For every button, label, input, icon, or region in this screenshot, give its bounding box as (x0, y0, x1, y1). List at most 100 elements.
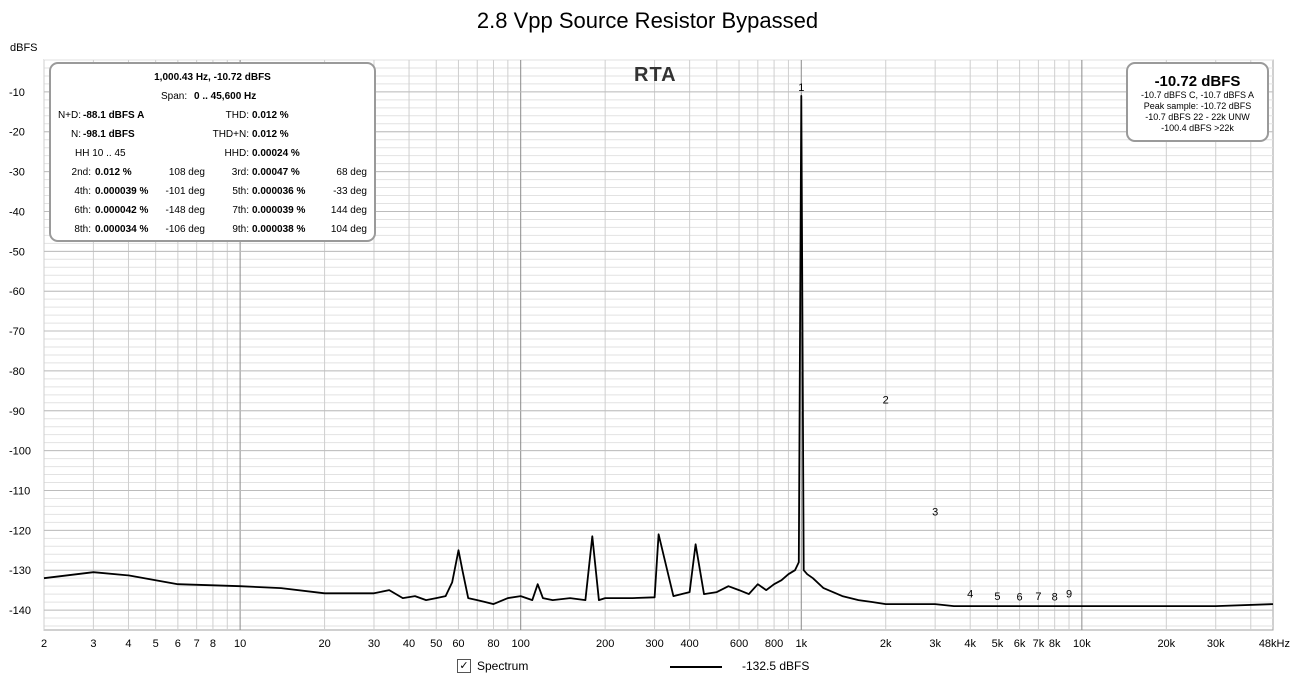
harmonic-phase: 108 deg (168, 167, 205, 178)
x-tick-label: 600 (730, 638, 748, 650)
y-tick-label: -130 (9, 565, 31, 577)
y-tick-label: -110 (9, 485, 30, 497)
x-tick-labels: 2 3 4 5 6 7 8 10 20 30 40 50 60 80 100 200 300 400 600 800 1… (41, 638, 1290, 650)
y-tick-label: -30 (9, 167, 25, 179)
nd-value: -88.1 dBFS A (83, 110, 145, 121)
chart-title: 2.8 Vpp Source Resistor Bypassed (476, 8, 819, 33)
x-tick-label: 100 (512, 638, 530, 650)
span-value: 0 .. 45,600 Hz (194, 91, 257, 102)
harmonic-value: 0.000036 % (252, 186, 306, 197)
x-tick-label: 5k (992, 638, 1004, 650)
harmonic-value: 0.000039 % (252, 205, 306, 216)
x-tick-label: 6 (175, 638, 181, 650)
harmonic-label: 6th: (74, 205, 91, 216)
y-tick-label: -60 (9, 286, 25, 298)
y-tick-label: -90 (9, 406, 25, 418)
x-tick-label: 8 (210, 638, 216, 650)
x-tick-label: 80 (487, 638, 499, 650)
harmonic-value: 0.000038 % (252, 224, 306, 235)
harmonic-phase: 104 deg (330, 224, 367, 235)
x-tick-label: 20 (318, 638, 330, 650)
harmonic-label: 8th: (74, 224, 91, 235)
x-tick-label: 50 (430, 638, 442, 650)
y-tick-label: -100 (9, 446, 31, 458)
x-tick-label: 2 (41, 638, 47, 650)
peak-label: 3 (932, 507, 938, 519)
x-tick-label: 48kHz (1259, 638, 1290, 650)
hhd-label: HHD: (224, 148, 249, 159)
legend-series-label[interactable]: Spectrum (477, 659, 529, 673)
legend-level-value: -132.5 dBFS (742, 659, 810, 673)
hhd-value: 0.00024 % (252, 148, 300, 159)
thdn-value: 0.012 % (252, 129, 289, 140)
x-tick-label: 5 (153, 638, 159, 650)
harmonic-value: 0.000034 % (95, 224, 149, 235)
span-label: Span: (161, 91, 188, 102)
x-tick-label: 1k (795, 638, 807, 650)
x-tick-label: 30 (368, 638, 380, 650)
harmonic-value: 0.00047 % (252, 167, 300, 178)
x-tick-label: 7k (1033, 638, 1045, 650)
level-main: -10.72 dBFS (1154, 73, 1241, 90)
spectrum-series-line (43, 95, 1274, 607)
y-tick-label: -10 (9, 87, 25, 99)
n-label: N: (71, 129, 81, 140)
x-tick-label: 800 (765, 638, 783, 650)
harmonic-label: 9th: (232, 224, 249, 235)
level-panel[interactable]: -10.72 dBFS -10.7 dBFS C, -10.7 dBFS A P… (1126, 62, 1269, 142)
x-tick-label: 10 (234, 638, 246, 650)
thdn-label: THD+N: (212, 129, 249, 140)
n-value: -98.1 dBFS (83, 129, 135, 140)
harmonic-label: 5th: (232, 186, 249, 197)
peak-label: 5 (994, 591, 1000, 603)
level-line-1: -10.7 dBFS C, -10.7 dBFS A (1140, 90, 1255, 100)
y-tick-label: -120 (9, 525, 31, 537)
rta-label: RTA (634, 64, 677, 86)
distortion-stats-panel[interactable]: 1,000.43 Hz, -10.72 dBFS Span: 0 .. 45,6… (49, 62, 376, 242)
harmonic-row: 8th: 0.000034 % -106 deg 9th: 0.000038 % 104 … (51, 222, 374, 238)
peak-label: 9 (1066, 588, 1072, 600)
thd-value: 0.012 % (252, 110, 289, 121)
stats-header: 1,000.43 Hz, -10.72 dBFS (154, 72, 271, 83)
x-tick-label: 4k (964, 638, 976, 650)
y-tick-label: -50 (9, 246, 25, 258)
harmonic-phase: -148 deg (165, 205, 205, 216)
x-tick-label: 8k (1049, 638, 1061, 650)
legend-line-swatch (670, 666, 722, 668)
harmonic-phase: -33 deg (333, 186, 367, 197)
x-tick-label: 6k (1014, 638, 1026, 650)
harmonic-label: 2nd: (71, 167, 91, 178)
harmonic-phase: 144 deg (330, 205, 367, 216)
hh-label: HH 10 .. 45 (75, 148, 126, 159)
peak-label: 2 (883, 395, 889, 407)
x-tick-label: 40 (403, 638, 415, 650)
x-tick-label: 3 (90, 638, 96, 650)
y-tick-labels: -10 -20 -30 -40 -50 -60 -70 -80 -90 -100 -110 -120 -… (9, 87, 31, 617)
harmonic-value: 0.000042 % (95, 205, 149, 216)
harmonic-row: 6th: 0.000042 % -148 deg 7th: 0.000039 % 144 … (51, 203, 374, 219)
legend: ✓ Spectrum -132.5 dBFS (0, 658, 1295, 678)
peak-label: 4 (967, 588, 973, 600)
harmonic-phase: -101 deg (165, 186, 205, 197)
peak-label: 8 (1052, 591, 1058, 603)
x-tick-label: 400 (680, 638, 698, 650)
y-tick-label: -80 (9, 366, 25, 378)
harmonic-value: 0.000039 % (95, 186, 149, 197)
harmonic-label: 3rd: (231, 167, 249, 178)
spectrum-checkbox[interactable]: ✓ (457, 659, 471, 673)
x-tick-label: 2k (880, 638, 892, 650)
nd-label: N+D: (57, 110, 81, 121)
x-tick-label: 30k (1207, 638, 1225, 650)
x-tick-label: 20k (1157, 638, 1175, 650)
harmonic-row: 4th: 0.000039 % -101 deg 5th: 0.000036 % -33 … (51, 184, 374, 200)
level-line-4: -100.4 dBFS >22k (1161, 123, 1234, 133)
thd-label: THD: (225, 110, 249, 121)
harmonic-label: 7th: (232, 205, 249, 216)
harmonic-phase: -106 deg (165, 224, 205, 235)
harmonic-phase: 68 deg (336, 167, 367, 178)
peak-label: 6 (1017, 591, 1023, 603)
x-tick-label: 300 (645, 638, 663, 650)
x-tick-label: 3k (929, 638, 941, 650)
x-tick-label: 10k (1073, 638, 1091, 650)
y-tick-label: -40 (9, 206, 25, 218)
